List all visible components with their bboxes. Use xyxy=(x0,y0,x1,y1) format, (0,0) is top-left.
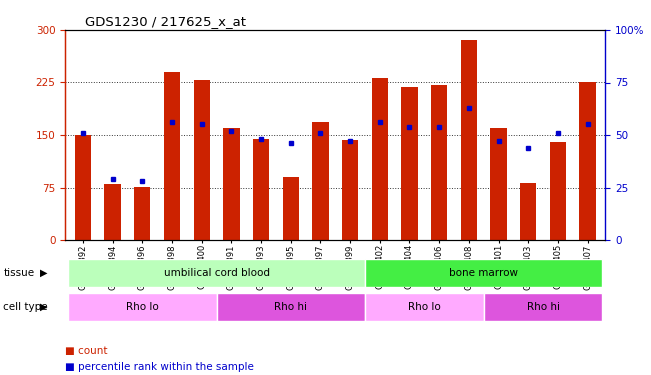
Text: Rho lo: Rho lo xyxy=(126,302,159,312)
Bar xyxy=(372,78,388,240)
Text: umbilical cord blood: umbilical cord blood xyxy=(163,268,270,278)
Bar xyxy=(520,183,536,240)
Bar xyxy=(365,259,602,287)
Bar xyxy=(104,184,121,240)
Text: ▶: ▶ xyxy=(40,302,48,312)
Text: ▶: ▶ xyxy=(40,268,48,278)
Bar xyxy=(217,292,365,321)
Bar xyxy=(579,82,596,240)
Bar xyxy=(283,177,299,240)
Bar xyxy=(75,135,91,240)
Text: Rho hi: Rho hi xyxy=(527,302,560,312)
Bar xyxy=(193,80,210,240)
Text: cell type: cell type xyxy=(3,302,48,312)
Text: GDS1230 / 217625_x_at: GDS1230 / 217625_x_at xyxy=(85,15,245,28)
Text: ■ percentile rank within the sample: ■ percentile rank within the sample xyxy=(65,363,254,372)
Text: tissue: tissue xyxy=(3,268,35,278)
Bar xyxy=(312,122,329,240)
Bar xyxy=(342,140,358,240)
Bar xyxy=(253,138,270,240)
Bar xyxy=(164,72,180,240)
Bar xyxy=(490,128,506,240)
Bar xyxy=(484,292,602,321)
Bar xyxy=(431,85,447,240)
Text: bone marrow: bone marrow xyxy=(449,268,518,278)
Text: ■ count: ■ count xyxy=(65,346,107,355)
Text: Rho lo: Rho lo xyxy=(408,302,441,312)
Text: Rho hi: Rho hi xyxy=(274,302,307,312)
Bar xyxy=(68,259,365,287)
Bar xyxy=(134,187,150,240)
Bar xyxy=(549,142,566,240)
Bar xyxy=(461,40,477,240)
Bar xyxy=(223,128,240,240)
Bar xyxy=(365,292,484,321)
Bar xyxy=(401,87,418,240)
Bar xyxy=(68,292,217,321)
